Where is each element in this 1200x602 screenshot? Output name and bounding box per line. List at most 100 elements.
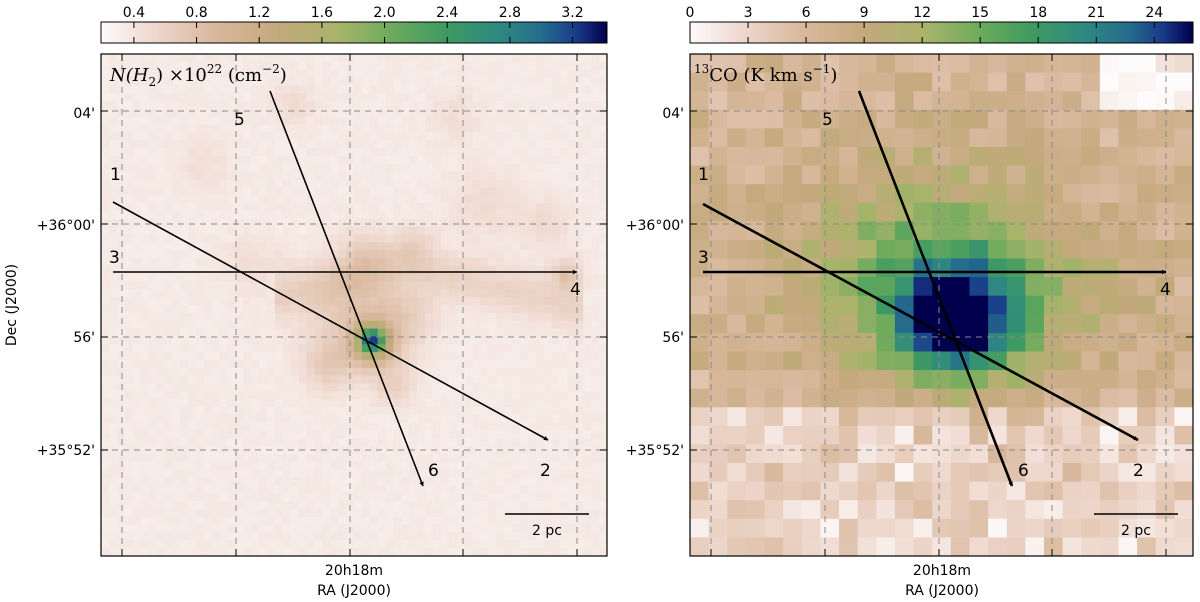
nh2-pixel <box>472 391 481 400</box>
nh2-pixel <box>156 375 165 384</box>
nh2-pixel <box>314 446 323 455</box>
nh2-pixel <box>409 508 418 518</box>
co13-pixel <box>1099 221 1119 241</box>
cut-5-6-arrow <box>857 90 1014 487</box>
nh2-pixel <box>148 367 157 376</box>
nh2-pixel <box>322 132 331 141</box>
nh2-pixel <box>385 336 394 345</box>
nh2-pixel <box>559 250 568 259</box>
co13-pixel <box>1155 109 1175 129</box>
nh2-pixel <box>591 446 600 455</box>
nh2-pixel <box>132 312 141 322</box>
nh2-pixel <box>251 273 260 282</box>
nh2-pixel <box>409 171 418 180</box>
nh2-pixel <box>235 210 244 220</box>
nh2-pixel <box>535 85 545 94</box>
nh2-pixel <box>448 93 458 102</box>
nh2-pixel <box>496 124 505 133</box>
nh2-pixel <box>464 422 473 431</box>
co13-pixel <box>894 351 915 371</box>
nh2-pixel <box>535 203 545 212</box>
nh2-pixel <box>425 406 434 416</box>
nh2-pixel <box>361 485 371 494</box>
nh2-pixel <box>219 281 228 290</box>
co13-pixel <box>969 370 989 390</box>
co13-pixel <box>1118 332 1138 352</box>
co13-pixel <box>1137 481 1157 501</box>
nh2-pixel <box>504 155 513 165</box>
nh2-pixel <box>551 179 560 188</box>
nh2-pixel <box>472 132 481 141</box>
nh2-pixel <box>440 367 450 376</box>
nh2-pixel <box>583 305 592 314</box>
nh2-pixel <box>559 163 568 173</box>
nh2-pixel <box>219 124 228 133</box>
nh2-pixel <box>393 305 402 314</box>
co13-pixel <box>708 72 728 92</box>
nh2-pixel <box>290 132 300 141</box>
nh2-pixel <box>251 297 260 306</box>
nh2-pixel <box>377 485 387 494</box>
nh2-pixel <box>535 93 545 102</box>
nh2-pixel <box>124 548 134 556</box>
nh2-pixel <box>583 85 592 94</box>
nh2-pixel <box>409 469 418 478</box>
nh2-pixel <box>393 344 402 353</box>
nh2-pixel <box>464 352 473 361</box>
nh2-pixel <box>203 501 213 510</box>
nh2-pixel <box>195 265 205 275</box>
nh2-pixel <box>306 132 315 141</box>
nh2-pixel <box>330 289 339 298</box>
nh2-pixel <box>243 69 252 78</box>
co13-pixel <box>1174 221 1193 241</box>
nh2-pixel <box>195 108 205 118</box>
nh2-pixel <box>456 406 466 416</box>
nh2-pixel <box>148 124 157 133</box>
cut-arrows: 1 2 3 4 5 6 <box>109 90 581 487</box>
nh2-pixel <box>298 297 307 306</box>
co13-pixel <box>1043 481 1064 501</box>
nh2-pixel <box>456 359 466 369</box>
nh2-pixel <box>203 210 213 220</box>
co13-pixel <box>876 54 896 74</box>
co13-pixel <box>913 537 933 556</box>
nh2-pixel <box>227 93 236 102</box>
nh2-pixel <box>425 469 434 478</box>
nh2-pixel <box>559 69 568 78</box>
nh2-pixel <box>369 108 379 118</box>
nh2-pixel <box>488 359 497 369</box>
nh2-pixel <box>187 367 197 376</box>
nh2-pixel <box>116 344 126 353</box>
nh2-pixel <box>180 265 189 275</box>
nh2-pixel <box>314 108 323 118</box>
nh2-pixel <box>219 297 228 306</box>
nh2-pixel <box>377 454 387 463</box>
nh2-pixel <box>504 320 513 329</box>
nh2-pixel <box>440 203 450 212</box>
nh2-pixel <box>472 508 481 518</box>
nh2-pixel <box>520 242 529 251</box>
co13-pixel <box>1043 463 1064 483</box>
co13-pixel <box>950 370 970 390</box>
co13-pixel <box>1006 481 1026 501</box>
nh2-pixel <box>433 485 442 494</box>
nh2-pixel <box>101 383 110 392</box>
nh2-pixel <box>543 446 553 455</box>
co13-pixel <box>932 239 952 260</box>
nh2-pixel <box>425 320 434 329</box>
nh2-pixel <box>140 116 149 125</box>
nh2-pixel <box>195 132 205 141</box>
nh2-pixel <box>282 532 292 541</box>
nh2-pixel <box>330 548 339 556</box>
nh2-pixel <box>330 406 339 416</box>
nh2-pixel <box>512 359 521 369</box>
nh2-pixel <box>330 234 339 243</box>
nh2-pixel <box>101 77 110 86</box>
nh2-pixel <box>172 297 181 306</box>
nh2-pixel <box>551 383 560 392</box>
nh2-pixel <box>377 281 387 290</box>
nh2-pixel <box>559 85 568 94</box>
nh2-pixel <box>148 501 157 510</box>
nh2-pixel <box>243 532 252 541</box>
nh2-pixel <box>551 508 560 518</box>
